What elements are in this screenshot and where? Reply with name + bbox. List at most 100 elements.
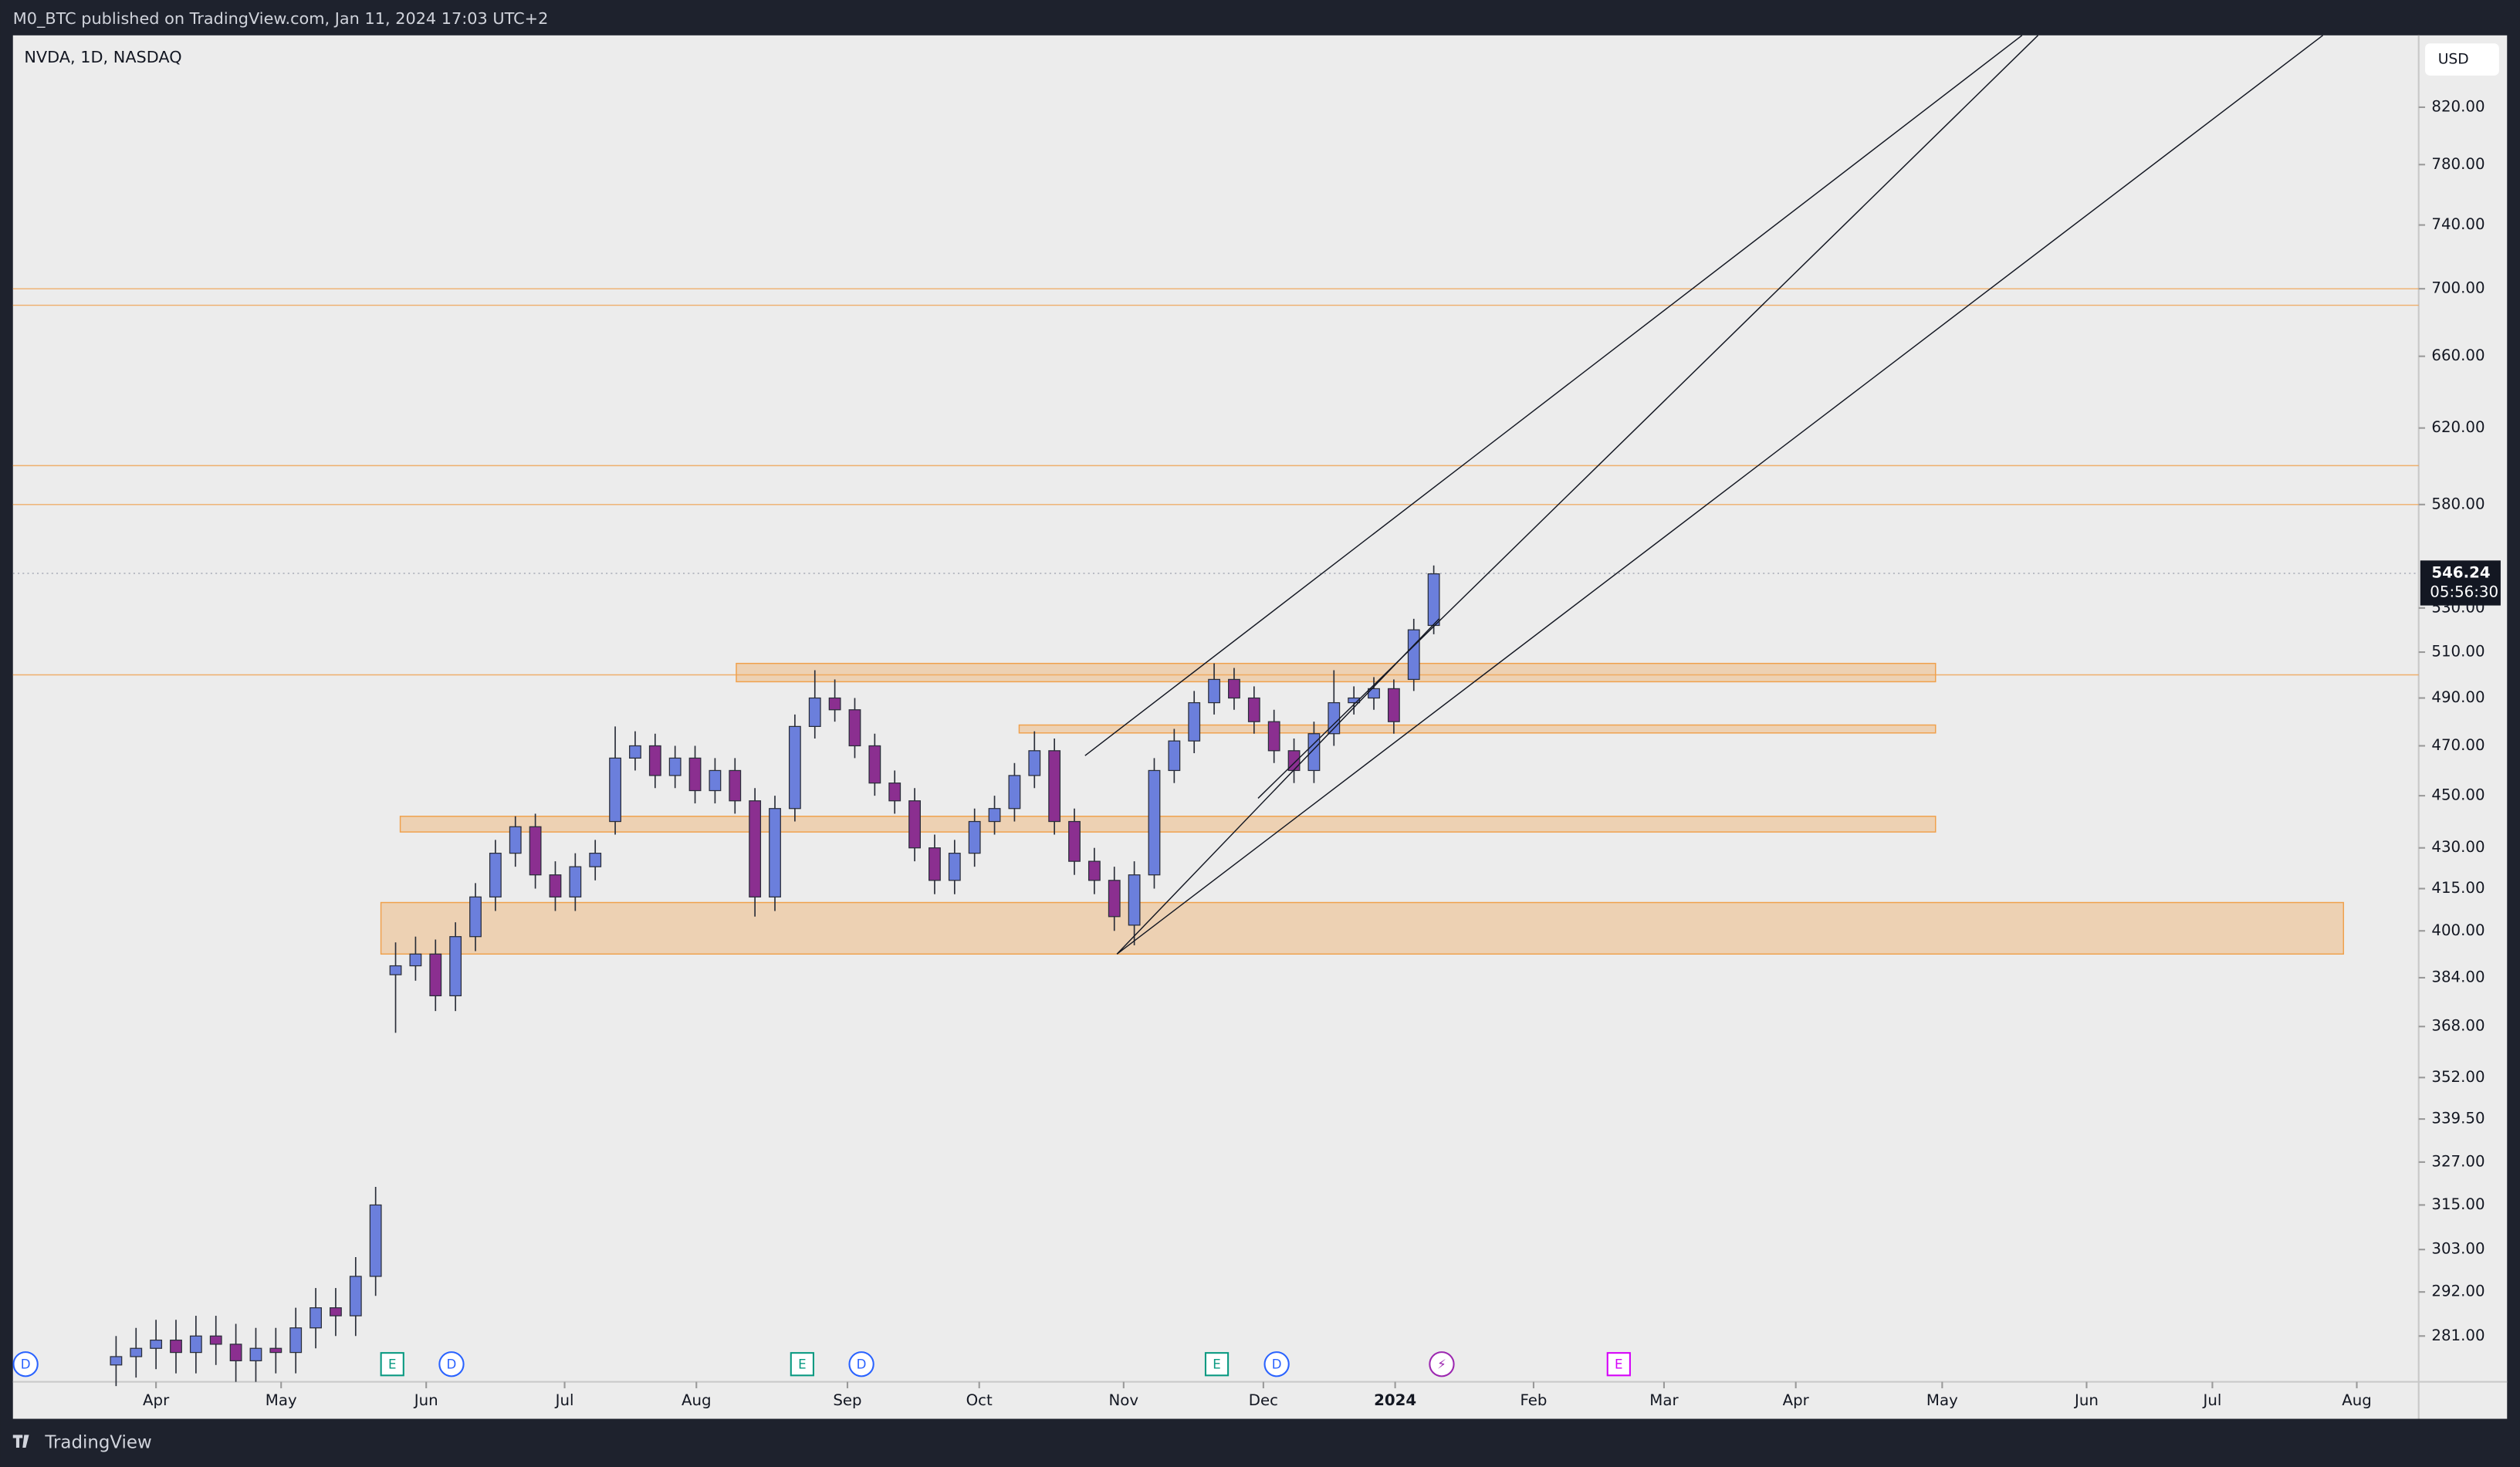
candle-body	[1168, 740, 1181, 772]
candle-body	[1028, 750, 1041, 776]
y-tick-label: 510.00	[2431, 643, 2484, 661]
countdown-label: 05:56:30	[2430, 583, 2498, 600]
candle-body	[569, 866, 582, 897]
y-tick-label: 368.00	[2431, 1017, 2484, 1035]
candle-body	[1108, 880, 1121, 918]
event-label[interactable]: E	[798, 1357, 807, 1371]
event-badge	[1204, 1352, 1230, 1377]
candle-body	[668, 757, 682, 776]
event-badge	[12, 1351, 39, 1377]
candle-body	[709, 769, 722, 792]
event-badge	[438, 1351, 465, 1377]
trendline	[1084, 35, 2023, 756]
currency-box[interactable]	[2425, 43, 2499, 76]
candle-body	[189, 1335, 202, 1354]
candle-body	[429, 953, 442, 996]
event-label[interactable]: E	[1615, 1357, 1623, 1371]
publisher: M0_BTC published on TradingView.com, Jan…	[13, 9, 549, 29]
x-tick-label: Jul	[2202, 1391, 2222, 1409]
event-label[interactable]: D	[1272, 1357, 1282, 1371]
candle-body	[469, 896, 482, 938]
candle-body	[609, 757, 621, 823]
candle-body	[1228, 678, 1240, 699]
y-tick-label: 327.00	[2431, 1152, 2484, 1170]
candle-body	[1048, 750, 1061, 823]
candle-body	[1188, 701, 1201, 742]
candle-body	[150, 1339, 163, 1349]
event-label[interactable]: E	[1213, 1357, 1221, 1371]
event-label[interactable]: D	[857, 1357, 867, 1371]
candle-body	[1148, 769, 1161, 876]
event-badge	[1263, 1351, 1290, 1377]
candle-body	[249, 1347, 262, 1361]
event-badge	[790, 1352, 814, 1377]
candle-body	[509, 826, 522, 854]
event-badge	[1606, 1352, 1631, 1377]
candle-body	[948, 853, 961, 881]
candle-body	[769, 808, 781, 897]
y-tick-label: 700.00	[2431, 279, 2484, 297]
zone	[399, 816, 1937, 833]
trendline	[1257, 35, 2039, 799]
candle-body	[389, 965, 402, 975]
brand: TradingView	[44, 1432, 151, 1452]
candle-body	[1128, 874, 1141, 926]
candle-body	[929, 847, 941, 881]
event-label[interactable]: E	[388, 1357, 397, 1371]
trendline	[1116, 618, 1440, 955]
candle-body	[688, 757, 702, 792]
candle-body	[209, 1335, 222, 1345]
x-tick-label: Aug	[2342, 1391, 2372, 1409]
candle-body	[449, 936, 462, 996]
symbol-title: NVDA, 1D, NASDAQ	[24, 48, 181, 66]
y-tick-label: 820.00	[2431, 97, 2484, 115]
y-tick-label: 450.00	[2431, 786, 2484, 804]
candle-body	[170, 1339, 182, 1354]
candle-body	[489, 853, 502, 897]
candle-body	[1247, 697, 1260, 722]
x-tick-label: Jun	[413, 1391, 438, 1409]
y-tick-label: 400.00	[2431, 921, 2484, 939]
y-tick-label: 303.00	[2431, 1240, 2484, 1258]
candle-body	[529, 826, 542, 876]
x-tick-label: Nov	[1109, 1391, 1139, 1409]
candle-body	[888, 783, 901, 802]
event-label[interactable]: D	[21, 1357, 31, 1371]
zone	[736, 662, 1937, 683]
currency: USD	[2438, 52, 2469, 68]
candle-body	[828, 697, 841, 711]
y-tick-label: 339.50	[2431, 1110, 2484, 1127]
event-label[interactable]: ⚡	[1437, 1357, 1446, 1371]
y-tick-label: 660.00	[2431, 346, 2484, 364]
x-tick-label: Dec	[1249, 1391, 1278, 1409]
event-badge	[380, 1352, 404, 1377]
candle-body	[269, 1347, 282, 1354]
candle-body	[848, 709, 861, 747]
candle-body	[349, 1276, 362, 1317]
y-tick-label: 470.00	[2431, 736, 2484, 754]
x-tick-label: 2024	[1374, 1391, 1416, 1409]
y-tick-label: 780.00	[2431, 155, 2484, 173]
zone	[380, 901, 2345, 955]
candle-body	[1267, 721, 1280, 752]
event-badge	[848, 1351, 874, 1377]
event-label[interactable]: D	[447, 1357, 457, 1371]
x-tick-label: Feb	[1520, 1391, 1547, 1409]
x-tick-label: Apr	[1783, 1391, 1810, 1409]
candle-body	[648, 745, 661, 776]
candle-body	[1307, 733, 1321, 772]
candle-body	[1087, 860, 1101, 881]
trendline	[1116, 35, 2324, 955]
candle-body	[589, 853, 602, 867]
candle-body	[749, 800, 762, 897]
x-tick-label: Jun	[2073, 1391, 2099, 1409]
candle-body	[788, 725, 801, 810]
y-tick-label: 384.00	[2431, 968, 2484, 985]
candle-body	[988, 808, 1001, 823]
candle-body	[868, 745, 881, 784]
last-price-label: 546.24	[2431, 563, 2490, 581]
candle-body	[369, 1204, 382, 1277]
event-badge	[1429, 1351, 1455, 1377]
